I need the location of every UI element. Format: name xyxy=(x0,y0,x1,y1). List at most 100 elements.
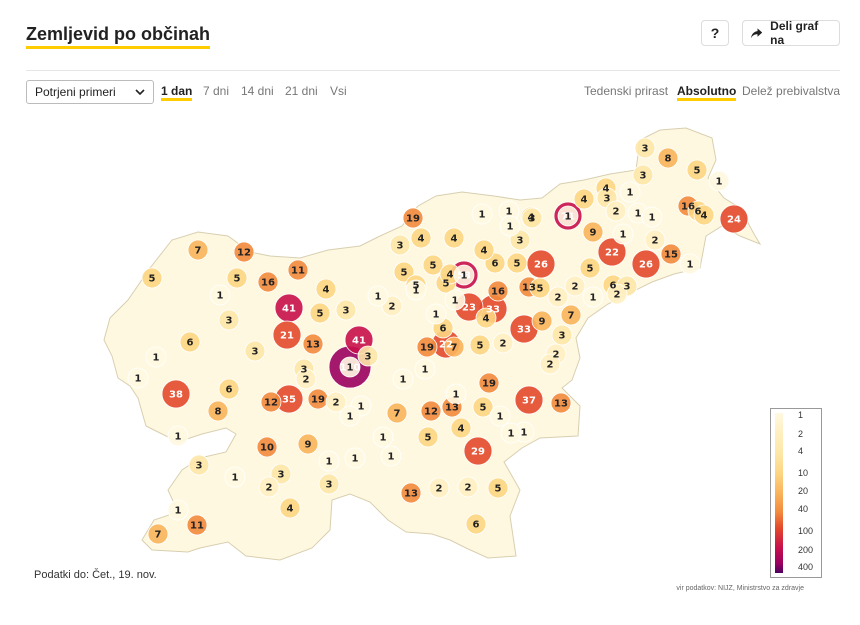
municipality-area[interactable] xyxy=(471,203,493,225)
tab-vsi[interactable]: Vsi xyxy=(330,84,347,98)
municipality-area[interactable] xyxy=(492,332,514,354)
municipality-area[interactable] xyxy=(416,336,438,358)
municipality-area[interactable] xyxy=(428,477,450,499)
municipality-area[interactable] xyxy=(606,283,628,305)
municipality-area[interactable] xyxy=(472,396,494,418)
municipality-area[interactable] xyxy=(161,379,191,409)
municipality-area[interactable] xyxy=(487,280,509,302)
municipality-area[interactable] xyxy=(506,252,528,274)
municipality-area[interactable] xyxy=(392,368,414,390)
municipality-area[interactable] xyxy=(417,426,439,448)
municipality-area[interactable] xyxy=(287,259,309,281)
municipality-area[interactable] xyxy=(318,473,340,495)
municipality-area[interactable] xyxy=(315,278,337,300)
municipality-area[interactable] xyxy=(597,237,627,267)
municipality-area[interactable] xyxy=(325,391,347,413)
municipality-area[interactable] xyxy=(450,417,472,439)
municipality-area[interactable] xyxy=(529,277,551,299)
municipality-area[interactable] xyxy=(632,164,654,186)
municipality-area[interactable] xyxy=(260,391,282,413)
municipality-area[interactable] xyxy=(207,400,229,422)
municipality-area[interactable] xyxy=(619,181,641,203)
municipality-area[interactable] xyxy=(372,426,394,448)
municipality-area[interactable] xyxy=(339,356,361,378)
municipality-area[interactable] xyxy=(295,368,317,390)
municipality-area[interactable] xyxy=(521,207,543,229)
municipality-area[interactable] xyxy=(539,353,561,375)
municipality-area[interactable] xyxy=(344,447,366,469)
municipality-area[interactable] xyxy=(489,405,511,427)
municipality-area[interactable] xyxy=(272,320,302,350)
municipality-area[interactable] xyxy=(551,324,573,346)
municipality-area[interactable] xyxy=(270,463,292,485)
municipality-area[interactable] xyxy=(402,207,424,229)
municipality-area[interactable] xyxy=(573,188,595,210)
municipality-area[interactable] xyxy=(367,285,389,307)
municipality-area[interactable] xyxy=(465,513,487,535)
tab-14-dni[interactable]: 14 dni xyxy=(241,84,274,98)
metric-select[interactable]: Potrjeni primeri xyxy=(26,80,154,104)
municipality-area[interactable] xyxy=(660,243,682,265)
municipality-area[interactable] xyxy=(444,289,466,311)
municipality-area[interactable] xyxy=(582,286,604,308)
municipality-area[interactable] xyxy=(422,254,444,276)
municipality-area[interactable] xyxy=(400,482,422,504)
municipality-area[interactable] xyxy=(357,345,379,367)
municipality-area[interactable] xyxy=(302,333,324,355)
municipality-area[interactable] xyxy=(380,445,402,467)
municipality-area[interactable] xyxy=(226,267,248,289)
municipality-area[interactable] xyxy=(410,227,432,249)
municipality-area[interactable] xyxy=(187,239,209,261)
municipality-area[interactable] xyxy=(564,275,586,297)
municipality-area[interactable] xyxy=(318,450,340,472)
municipality-area[interactable] xyxy=(499,215,521,237)
municipality-area[interactable] xyxy=(420,400,442,422)
municipality-area[interactable] xyxy=(605,200,627,222)
municipality-area[interactable] xyxy=(475,307,497,329)
municipality-area[interactable] xyxy=(686,159,708,181)
municipality-area[interactable] xyxy=(147,523,169,545)
municipality-area[interactable] xyxy=(443,227,465,249)
tab-21-dni[interactable]: 21 dni xyxy=(285,84,318,98)
municipality-area[interactable] xyxy=(453,264,475,286)
tab-7-dni[interactable]: 7 dni xyxy=(203,84,230,98)
municipality-area[interactable] xyxy=(297,433,319,455)
tab-1-dan[interactable]: 1 dan xyxy=(161,84,193,101)
tab-tedenski-prirast[interactable]: Tedenski prirast xyxy=(584,84,669,98)
municipality-area[interactable] xyxy=(641,206,663,228)
tab-delez-prebivalstva[interactable]: Delež prebivalstva xyxy=(742,84,841,98)
municipality-area[interactable] xyxy=(425,303,447,325)
municipality-area[interactable] xyxy=(186,514,208,536)
municipality-area[interactable] xyxy=(443,336,465,358)
municipality-area[interactable] xyxy=(233,241,255,263)
municipality-area[interactable] xyxy=(141,267,163,289)
municipality-area[interactable] xyxy=(224,466,246,488)
municipality-area[interactable] xyxy=(339,405,361,427)
municipality-area[interactable] xyxy=(393,261,415,283)
municipality-area[interactable] xyxy=(256,436,278,458)
municipality-area[interactable] xyxy=(218,378,240,400)
municipality-area[interactable] xyxy=(473,239,495,261)
share-button[interactable]: Deli graf na xyxy=(742,19,840,47)
municipality-area[interactable] xyxy=(258,476,280,498)
municipality-area[interactable] xyxy=(579,257,601,279)
municipality-area[interactable] xyxy=(179,331,201,353)
municipality-area[interactable] xyxy=(560,304,582,326)
municipality-area[interactable] xyxy=(514,385,544,415)
municipality-area[interactable] xyxy=(279,497,301,519)
municipality-area[interactable] xyxy=(500,422,522,444)
municipality-area[interactable] xyxy=(309,302,331,324)
municipality-area[interactable] xyxy=(679,253,701,275)
municipality-area[interactable] xyxy=(708,170,730,192)
municipality-area[interactable] xyxy=(167,425,189,447)
municipality-area[interactable] xyxy=(145,346,167,368)
municipality-area[interactable] xyxy=(405,279,427,301)
municipality-area[interactable] xyxy=(389,234,411,256)
municipality-area[interactable] xyxy=(550,392,572,414)
help-button[interactable]: ? xyxy=(701,20,729,46)
municipality-area[interactable] xyxy=(167,499,189,521)
municipality-area[interactable] xyxy=(188,454,210,476)
municipality-area[interactable] xyxy=(445,383,467,405)
municipality-area[interactable] xyxy=(557,205,579,227)
